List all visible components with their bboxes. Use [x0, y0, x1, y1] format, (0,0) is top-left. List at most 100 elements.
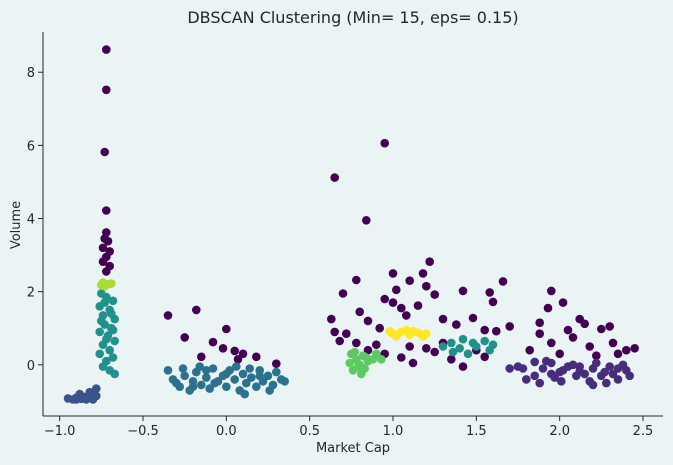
point-cluster-4 — [360, 364, 370, 373]
point-cluster--1 — [547, 286, 556, 296]
point-cluster--1 — [458, 286, 468, 296]
point-cluster-4 — [362, 353, 371, 362]
point-cluster--1 — [180, 333, 189, 342]
point-cluster--1 — [230, 346, 239, 356]
y-tick-label: 2 — [27, 286, 35, 301]
point-cluster--1 — [468, 313, 478, 323]
point-cluster-4 — [350, 347, 360, 357]
point-cluster--1 — [480, 352, 490, 362]
point-cluster-0 — [505, 364, 514, 373]
point-cluster--1 — [375, 323, 385, 333]
point-cluster--1 — [397, 303, 406, 313]
point-cluster--1 — [608, 338, 618, 348]
point-cluster-5 — [97, 280, 106, 290]
point-cluster--1 — [492, 326, 501, 336]
point-cluster-4 — [372, 349, 381, 359]
point-cluster-1 — [88, 395, 98, 404]
point-cluster--1 — [413, 301, 423, 310]
point-cluster--1 — [418, 269, 428, 278]
point-cluster-0 — [613, 375, 623, 384]
point-cluster-3 — [105, 345, 114, 355]
point-cluster--1 — [422, 281, 431, 291]
point-cluster--1 — [222, 324, 231, 334]
point-cluster--1 — [380, 138, 390, 148]
point-cluster-0 — [547, 369, 556, 379]
point-cluster--1 — [355, 307, 365, 317]
point-cluster--1 — [402, 311, 411, 320]
point-cluster--1 — [605, 322, 614, 331]
point-cluster-4 — [377, 355, 386, 364]
point-cluster-0 — [580, 369, 589, 379]
point-cluster--1 — [597, 324, 606, 334]
point-cluster-2 — [202, 373, 211, 382]
point-cluster-3 — [107, 309, 116, 318]
point-cluster--1 — [525, 345, 534, 355]
point-cluster--1 — [430, 290, 440, 299]
y-tick-label: 6 — [27, 139, 35, 154]
point-cluster--1 — [102, 206, 111, 215]
point-cluster--1 — [388, 269, 398, 278]
point-cluster--1 — [458, 362, 468, 371]
point-cluster-0 — [535, 378, 544, 388]
y-tick-label: 0 — [27, 359, 35, 374]
point-cluster-2 — [240, 389, 249, 399]
point-cluster-5 — [107, 279, 116, 288]
point-cluster-2 — [280, 377, 290, 386]
point-cluster--1 — [103, 236, 113, 246]
point-cluster--1 — [505, 322, 514, 331]
point-cluster-2 — [263, 371, 273, 381]
point-cluster-2 — [242, 378, 251, 388]
point-cluster-6 — [402, 325, 411, 335]
point-cluster-0 — [588, 380, 598, 390]
point-cluster-6 — [408, 326, 418, 336]
point-cluster--1 — [452, 320, 461, 329]
point-cluster-0 — [530, 371, 539, 381]
point-cluster-2 — [208, 364, 218, 373]
point-cluster-0 — [538, 364, 548, 373]
point-cluster--1 — [352, 338, 361, 348]
point-cluster--1 — [568, 333, 578, 342]
point-cluster--1 — [485, 288, 495, 297]
y-axis-label: Volume — [9, 201, 24, 249]
point-cluster-2 — [247, 373, 256, 382]
point-cluster--1 — [363, 316, 373, 326]
point-cluster-1 — [72, 395, 81, 404]
point-cluster--1 — [342, 329, 351, 339]
x-tick-label: 2.5 — [633, 424, 654, 439]
point-cluster--1 — [102, 267, 111, 276]
point-cluster-4 — [353, 362, 363, 371]
point-cluster-0 — [608, 369, 618, 379]
point-cluster-2 — [197, 380, 206, 390]
point-cluster-0 — [513, 362, 523, 371]
point-cluster-3 — [458, 334, 468, 344]
point-cluster-2 — [178, 364, 188, 373]
point-cluster--1 — [430, 347, 440, 357]
point-cluster--1 — [330, 327, 340, 337]
point-cluster--1 — [372, 340, 381, 350]
point-cluster-6 — [385, 326, 395, 336]
x-tick-label: 2.0 — [549, 424, 570, 439]
point-cluster--1 — [543, 303, 553, 313]
point-cluster-3 — [110, 369, 119, 379]
point-cluster--1 — [563, 325, 573, 335]
point-cluster-2 — [251, 382, 261, 392]
point-cluster-3 — [95, 327, 104, 337]
point-cluster-0 — [613, 364, 623, 373]
point-cluster--1 — [218, 344, 228, 353]
point-cluster-2 — [255, 371, 264, 381]
point-cluster--1 — [425, 257, 435, 267]
point-cluster--1 — [498, 277, 508, 286]
data-points — [63, 45, 639, 404]
point-cluster-3 — [110, 336, 119, 346]
x-tick-label: 0.5 — [299, 424, 320, 439]
point-cluster-0 — [602, 378, 611, 388]
point-cluster--1 — [558, 298, 568, 307]
point-cluster--1 — [102, 45, 111, 54]
point-cluster-0 — [522, 375, 531, 384]
point-cluster-3 — [102, 334, 111, 344]
point-cluster-3 — [100, 298, 109, 307]
point-cluster-2 — [172, 378, 181, 388]
point-cluster--1 — [163, 311, 173, 320]
point-cluster-3 — [447, 338, 456, 348]
point-cluster-2 — [202, 366, 211, 375]
